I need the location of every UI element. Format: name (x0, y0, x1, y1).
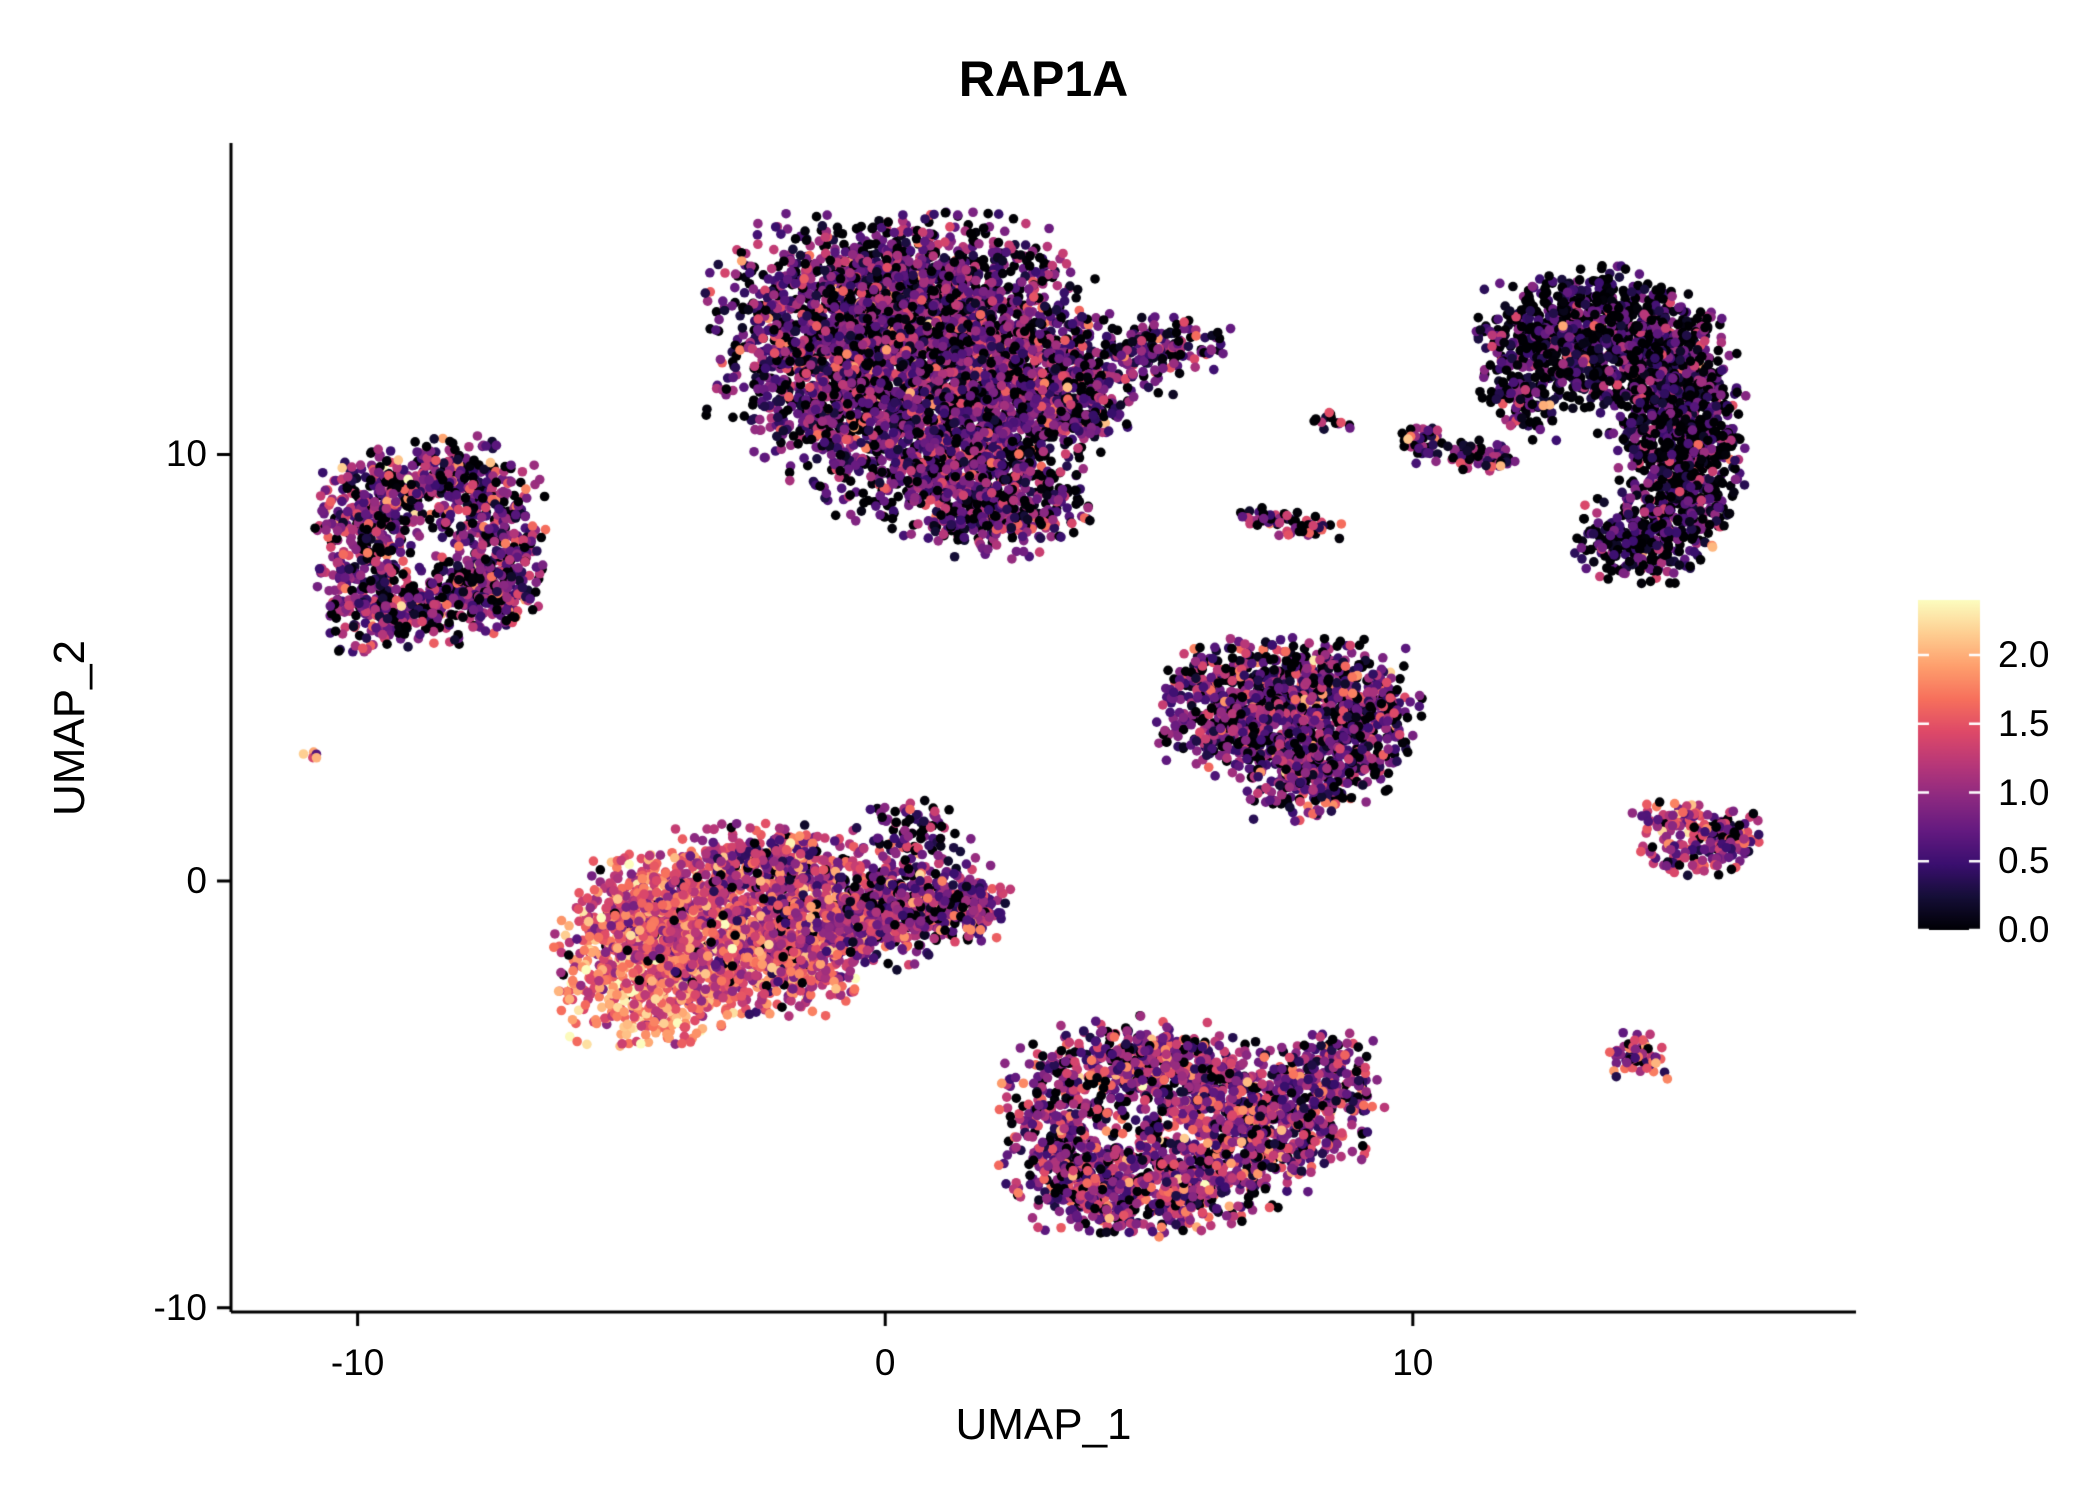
colorbar-tick-label: 0.5 (1998, 840, 2050, 882)
x-tick-label: 0 (874, 1342, 896, 1383)
colorbar-tick-label: 1.0 (1998, 771, 2050, 813)
y-tick-label: -10 (153, 1286, 207, 1328)
x-tick-label: -10 (330, 1342, 385, 1383)
y-axis-label: UMAP_2 (45, 639, 94, 816)
x-axis-label: UMAP_1 (955, 1400, 1132, 1449)
plot-title: RAP1A (958, 51, 1129, 107)
x-tick-label: 10 (1392, 1342, 1434, 1383)
colorbar-tick-label: 0.0 (1998, 909, 2050, 950)
colorbar-tick-label: 2.0 (1998, 634, 2050, 675)
y-tick-label: 10 (165, 433, 207, 475)
y-tick-label: 0 (186, 860, 207, 902)
colorbar-tick-label: 1.5 (1998, 702, 2050, 744)
